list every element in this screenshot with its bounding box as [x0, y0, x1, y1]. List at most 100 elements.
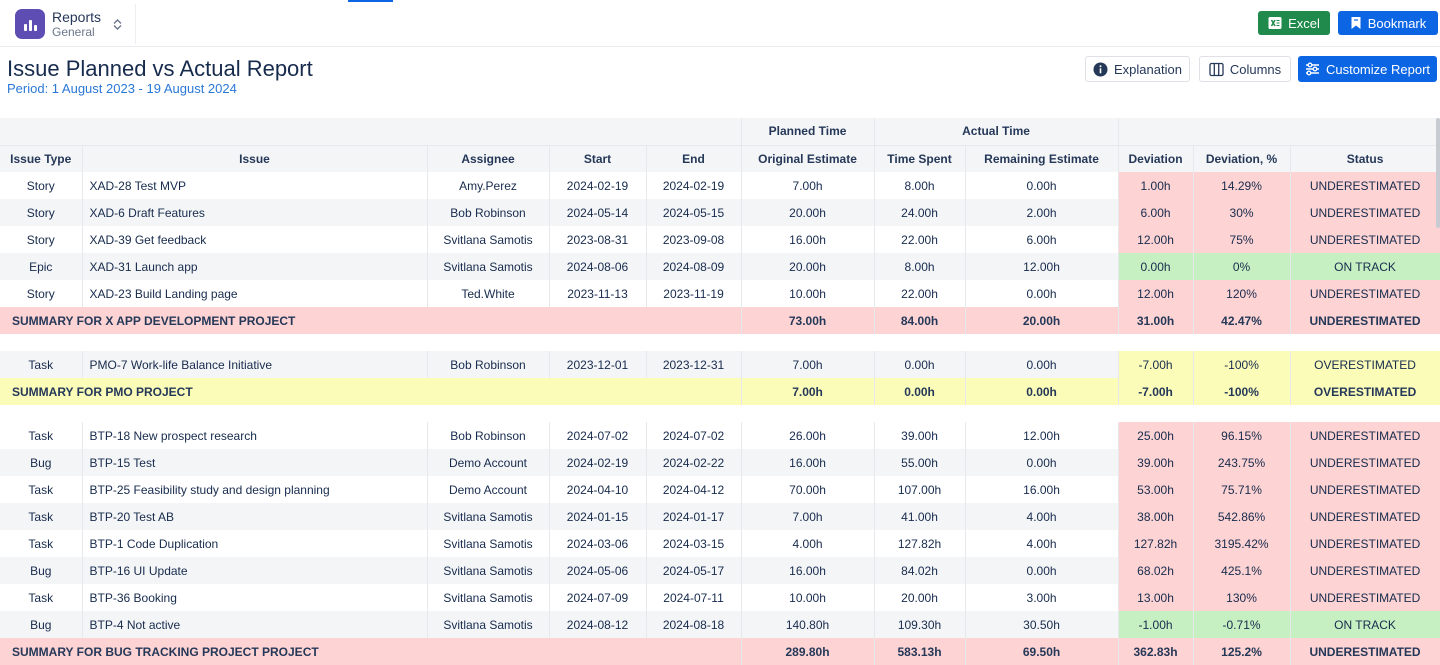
- issue-cell[interactable]: XAD-6 Draft Features: [82, 199, 428, 226]
- issue-cell[interactable]: BTP-1 Code Duplication: [82, 530, 428, 557]
- issue-cell[interactable]: XAD-28 Test MVP: [82, 172, 428, 199]
- time-spent-cell: 84.02h: [874, 557, 966, 584]
- table-row[interactable]: Task BTP-18 New prospect research Bob Robi…: [0, 422, 1440, 449]
- remaining-estimate-cell: 16.00h: [965, 476, 1119, 503]
- column-header-assignee[interactable]: Assignee: [427, 144, 550, 172]
- assignee-cell: Ted.White: [427, 280, 550, 307]
- status-cell: OVERESTIMATED: [1290, 351, 1440, 378]
- column-header-end[interactable]: End: [646, 144, 742, 172]
- column-header-row: Issue Type Issue Assignee Start End Orig…: [0, 144, 1440, 172]
- end-date-cell: 2024-01-17: [646, 503, 742, 530]
- deviation-pct-cell: 130%: [1193, 584, 1291, 611]
- table-row[interactable]: Story XAD-23 Build Landing page Ted.White 2…: [0, 280, 1440, 307]
- table-row[interactable]: Bug BTP-15 Test Demo Account 2024-02-19 2024…: [0, 449, 1440, 476]
- table-row[interactable]: Task PMO-7 Work-life Balance Initiative Bo…: [0, 351, 1440, 378]
- issue-type-cell: Bug: [0, 449, 83, 476]
- start-date-cell: 2024-07-02: [549, 422, 647, 449]
- issue-cell[interactable]: BTP-18 New prospect research: [82, 422, 428, 449]
- bookmark-button[interactable]: Bookmark: [1338, 11, 1438, 35]
- issue-cell[interactable]: BTP-15 Test: [82, 449, 428, 476]
- table-row[interactable]: Story XAD-6 Draft Features Bob Robinson 202…: [0, 199, 1440, 226]
- issue-cell[interactable]: XAD-39 Get feedback: [82, 226, 428, 253]
- status-cell: ON TRACK: [1290, 611, 1440, 638]
- remaining-estimate-cell: 0.00h: [965, 280, 1119, 307]
- status-cell: UNDERESTIMATED: [1290, 584, 1440, 611]
- column-header-time-spent[interactable]: Time Spent: [874, 144, 966, 172]
- summary-deviation-pct: 125.2%: [1193, 638, 1291, 665]
- group-spacer: [0, 334, 1440, 351]
- original-estimate-cell: 70.00h: [741, 476, 875, 503]
- end-date-cell: 2024-04-12: [646, 476, 742, 503]
- time-spent-cell: 24.00h: [874, 199, 966, 226]
- app-switcher[interactable]: Reports General: [10, 4, 136, 44]
- original-estimate-cell: 10.00h: [741, 280, 875, 307]
- table-row[interactable]: Bug BTP-4 Not active Svitlana Samotis 2024-…: [0, 611, 1440, 638]
- issue-type-cell: Task: [0, 530, 83, 557]
- issue-type-cell: Task: [0, 476, 83, 503]
- table-row[interactable]: Story XAD-39 Get feedback Svitlana Samotis…: [0, 226, 1440, 253]
- deviation-cell: 39.00h: [1118, 449, 1194, 476]
- assignee-cell: Svitlana Samotis: [427, 503, 550, 530]
- column-header-status[interactable]: Status: [1290, 144, 1440, 172]
- end-date-cell: 2023-12-31: [646, 351, 742, 378]
- remaining-estimate-cell: 0.00h: [965, 351, 1119, 378]
- time-spent-cell: 8.00h: [874, 172, 966, 199]
- column-header-deviation[interactable]: Deviation: [1118, 144, 1194, 172]
- column-header-original-estimate[interactable]: Original Estimate: [741, 144, 875, 172]
- table-row[interactable]: Story XAD-28 Test MVP Amy.Perez 2024-02-19 2…: [0, 172, 1440, 199]
- column-header-issue-type[interactable]: Issue Type: [0, 144, 83, 172]
- customize-report-button[interactable]: Customize Report: [1298, 56, 1437, 82]
- deviation-cell: 127.82h: [1118, 530, 1194, 557]
- issue-type-cell: Task: [0, 503, 83, 530]
- original-estimate-cell: 16.00h: [741, 557, 875, 584]
- original-estimate-cell: 7.00h: [741, 172, 875, 199]
- top-bar: Reports General Excel Bookmark: [0, 0, 1440, 47]
- issue-cell[interactable]: XAD-23 Build Landing page: [82, 280, 428, 307]
- issue-cell[interactable]: BTP-25 Feasibility study and design plan…: [82, 476, 428, 503]
- explanation-button[interactable]: Explanation: [1085, 56, 1190, 82]
- summary-row: SUMMARY FOR X APP DEVELOPMENT PROJECT 73.…: [0, 307, 1440, 334]
- original-estimate-cell: 7.00h: [741, 351, 875, 378]
- time-spent-cell: 41.00h: [874, 503, 966, 530]
- summary-row: SUMMARY FOR PMO PROJECT 7.00h 0.00h 0.00h -7…: [0, 378, 1440, 405]
- end-date-cell: 2024-03-15: [646, 530, 742, 557]
- column-header-start[interactable]: Start: [549, 144, 647, 172]
- group-header-spacer: [0, 118, 742, 145]
- column-header-issue[interactable]: Issue: [82, 144, 428, 172]
- assignee-cell: Svitlana Samotis: [427, 584, 550, 611]
- group-spacer: [0, 405, 1440, 422]
- deviation-group-spacer: [1118, 118, 1440, 145]
- table-row[interactable]: Bug BTP-16 UI Update Svitlana Samotis 2024-…: [0, 557, 1440, 584]
- original-estimate-cell: 26.00h: [741, 422, 875, 449]
- time-spent-cell: 127.82h: [874, 530, 966, 557]
- table-row[interactable]: Epic XAD-31 Launch app Svitlana Samotis 202…: [0, 253, 1440, 280]
- deviation-pct-cell: 30%: [1193, 199, 1291, 226]
- planned-time-group-header: Planned Time: [741, 118, 875, 145]
- columns-button[interactable]: Columns: [1199, 56, 1291, 82]
- issue-cell[interactable]: PMO-7 Work-life Balance Initiative: [82, 351, 428, 378]
- issue-cell[interactable]: BTP-4 Not active: [82, 611, 428, 638]
- issue-cell[interactable]: BTP-36 Booking: [82, 584, 428, 611]
- table-row[interactable]: Task BTP-25 Feasibility study and design …: [0, 476, 1440, 503]
- remaining-estimate-cell: 4.00h: [965, 503, 1119, 530]
- time-spent-cell: 22.00h: [874, 226, 966, 253]
- time-spent-cell: 0.00h: [874, 351, 966, 378]
- deviation-pct-cell: -0.71%: [1193, 611, 1291, 638]
- original-estimate-cell: 20.00h: [741, 199, 875, 226]
- table-row[interactable]: Task BTP-1 Code Duplication Svitlana Samot…: [0, 530, 1440, 557]
- column-header-remaining-estimate[interactable]: Remaining Estimate: [965, 144, 1119, 172]
- issue-cell[interactable]: BTP-16 UI Update: [82, 557, 428, 584]
- issue-cell[interactable]: XAD-31 Launch app: [82, 253, 428, 280]
- table-row[interactable]: Task BTP-36 Booking Svitlana Samotis 2024-0…: [0, 584, 1440, 611]
- deviation-pct-cell: 542.86%: [1193, 503, 1291, 530]
- excel-export-button[interactable]: Excel: [1258, 11, 1330, 35]
- issue-cell[interactable]: BTP-20 Test AB: [82, 503, 428, 530]
- table-row[interactable]: Task BTP-20 Test AB Svitlana Samotis 2024-0…: [0, 503, 1440, 530]
- status-cell: UNDERESTIMATED: [1290, 476, 1440, 503]
- end-date-cell: 2024-07-11: [646, 584, 742, 611]
- end-date-cell: 2024-05-15: [646, 199, 742, 226]
- issue-type-cell: Bug: [0, 557, 83, 584]
- column-header-deviation-pct[interactable]: Deviation, %: [1193, 144, 1291, 172]
- vertical-scrollbar[interactable]: [1436, 118, 1440, 228]
- start-date-cell: 2024-02-19: [549, 172, 647, 199]
